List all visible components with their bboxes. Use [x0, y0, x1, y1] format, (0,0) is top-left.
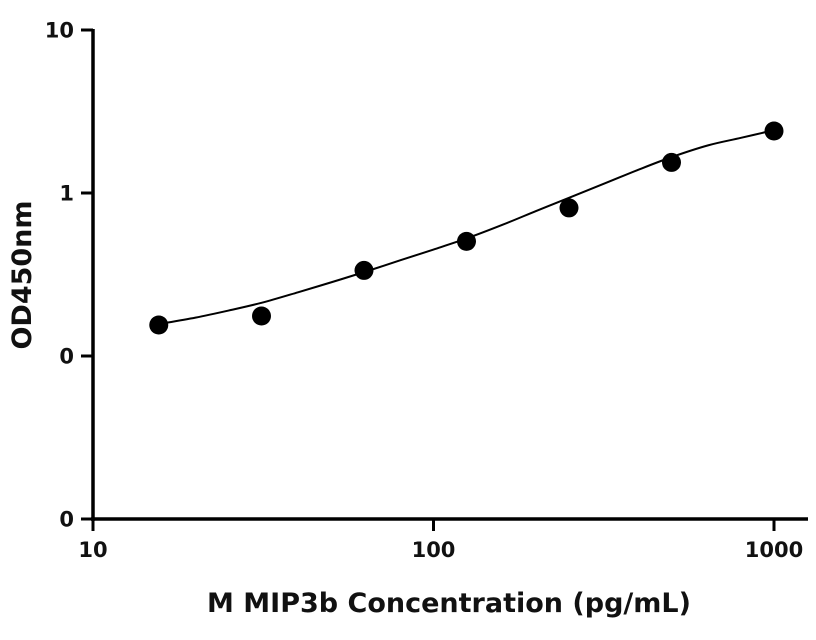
x-tick-label: 1000 — [745, 538, 803, 562]
fit-curve-layer — [158, 129, 775, 326]
y-tick-label: 1 — [59, 182, 74, 206]
data-point — [457, 231, 476, 251]
x-axis-title: M MIP3b Concentration (pg/mL) — [207, 588, 691, 619]
x-tick-label: 10 — [78, 538, 107, 562]
data-point — [252, 306, 271, 326]
data-point — [149, 315, 169, 335]
x-tick-label: 100 — [412, 538, 456, 562]
x-ticks: 10 100 1000 — [78, 519, 803, 562]
data-point — [764, 121, 784, 141]
y-axis-title: OD450nm — [7, 200, 38, 349]
y-tick-label: 0 — [59, 345, 74, 369]
data-points-layer — [149, 121, 784, 335]
y-tick-label: 0 — [59, 508, 74, 532]
data-point — [662, 152, 681, 172]
y-tick-label: 10 — [45, 19, 74, 43]
data-point — [559, 198, 579, 218]
data-point — [354, 260, 374, 280]
fit-curve — [158, 129, 775, 326]
axes — [91, 29, 808, 521]
y-ticks: 0 0 1 10 — [45, 19, 93, 532]
